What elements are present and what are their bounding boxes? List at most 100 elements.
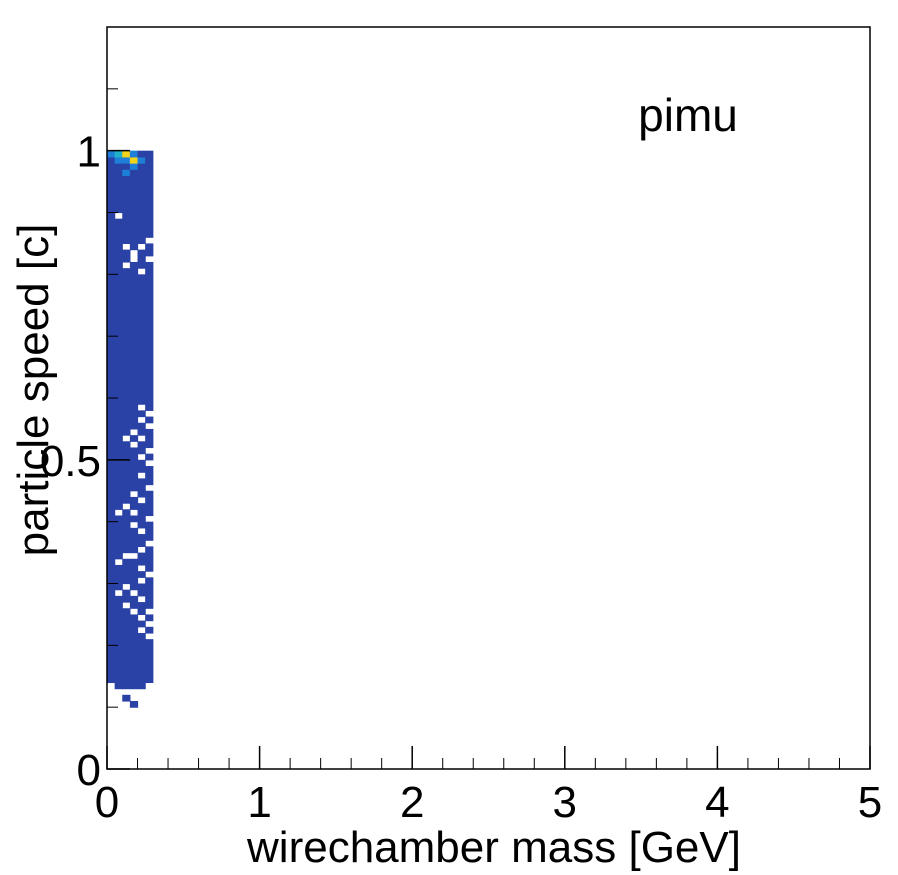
heatmap-bin (122, 348, 131, 356)
heatmap-bin (107, 367, 116, 374)
heatmap-bin (129, 676, 139, 684)
heatmap-bin (145, 212, 154, 220)
y-tick-label: 0.5 (40, 437, 101, 486)
heatmap-bin (107, 602, 116, 609)
heatmap-bin (137, 602, 146, 609)
heatmap-bin (122, 163, 131, 170)
heatmap-bin (129, 231, 139, 238)
heatmap-bin (107, 546, 116, 554)
heatmap-bin (107, 150, 116, 158)
heatmap-bin (129, 311, 139, 319)
heatmap-bin (107, 534, 116, 541)
heatmap-bin (107, 422, 116, 430)
heatmap-bin (145, 156, 154, 164)
heatmap-bin (145, 663, 154, 671)
heatmap-bin (137, 299, 146, 306)
heatmap-bin (107, 261, 116, 269)
heatmap-bin (107, 391, 116, 399)
heatmap-bin (107, 435, 116, 442)
heatmap-bin (137, 329, 146, 337)
heatmap-bin (137, 663, 146, 671)
heatmap-bin (129, 564, 139, 572)
heatmap-bin (114, 206, 123, 214)
heatmap-bin (129, 193, 139, 201)
heatmap-bin (129, 398, 139, 405)
heatmap-bin (145, 577, 154, 585)
heatmap-bin (114, 379, 123, 387)
heatmap-bin (145, 657, 154, 665)
heatmap-bin (145, 564, 154, 572)
heatmap-bin (145, 323, 154, 331)
heatmap-bin (107, 317, 116, 325)
heatmap-bin (107, 441, 116, 449)
heatmap-bin (129, 367, 139, 374)
heatmap-bin (137, 367, 146, 374)
heatmap-bin (137, 398, 146, 405)
heatmap-bin (137, 348, 146, 356)
heatmap-bin (145, 243, 154, 251)
heatmap-bin (114, 632, 123, 640)
heatmap-bin (129, 503, 139, 510)
heatmap-bin (122, 206, 131, 214)
heatmap-bin (129, 323, 139, 331)
heatmap-bin (137, 589, 146, 597)
heatmap-bin (145, 169, 154, 176)
heatmap-bin (107, 218, 116, 226)
heatmap-bin (107, 398, 116, 405)
heatmap-bin (129, 354, 139, 362)
heatmap-bin (137, 410, 146, 418)
heatmap-bin (122, 354, 131, 362)
heatmap-bin (137, 187, 146, 195)
heatmap-bin (114, 478, 123, 486)
heatmap-bin (137, 311, 146, 319)
heatmap-bin (129, 200, 139, 207)
heatmap-bin (114, 422, 123, 430)
heatmap-bin (129, 682, 139, 690)
heatmap-bin (129, 453, 139, 461)
heatmap-bin (107, 527, 116, 535)
heatmap-bin (107, 663, 116, 671)
heatmap-bin (129, 663, 139, 671)
heatmap-bin (137, 682, 146, 690)
heatmap-bin (122, 187, 131, 195)
heatmap-bins (107, 150, 154, 708)
heatmap-bin (137, 206, 146, 214)
heatmap-bin (129, 435, 139, 442)
heatmap-bin (114, 534, 123, 541)
heatmap-bin (137, 459, 146, 467)
heatmap-bin (145, 379, 154, 387)
heatmap-bin (122, 546, 131, 554)
heatmap-bin (114, 546, 123, 554)
heatmap-bin (114, 540, 123, 547)
heatmap-bin (137, 552, 146, 560)
heatmap-bin (145, 280, 154, 288)
heatmap-bin (129, 416, 139, 424)
heatmap-bin (129, 583, 139, 591)
heatmap-bin (145, 472, 154, 479)
heatmap-bin (114, 243, 123, 251)
heatmap-bin (122, 323, 131, 331)
heatmap-bin (122, 534, 131, 541)
heatmap-bin (114, 231, 123, 238)
heatmap-bin (137, 441, 146, 449)
heatmap-bin (145, 336, 154, 343)
heatmap-bin (107, 496, 116, 504)
heatmap-bin (129, 187, 139, 195)
heatmap-bin (137, 391, 146, 399)
heatmap-bin (122, 453, 131, 461)
heatmap-bin (107, 354, 116, 362)
heatmap-bin (107, 670, 116, 677)
heatmap-bin (107, 410, 116, 418)
heatmap-bin (114, 428, 123, 436)
x-tick-label: 0 (95, 778, 119, 827)
heatmap-bin (137, 237, 146, 245)
heatmap-bin (107, 379, 116, 387)
heatmap-bin (137, 354, 146, 362)
x-axis-ticks (106, 746, 871, 769)
heatmap-bin (137, 515, 146, 523)
heatmap-bin (107, 428, 116, 436)
heatmap-bin (114, 193, 123, 201)
heatmap-bin (145, 626, 154, 634)
heatmap-bin (114, 670, 123, 677)
heatmap-bin (137, 670, 146, 677)
